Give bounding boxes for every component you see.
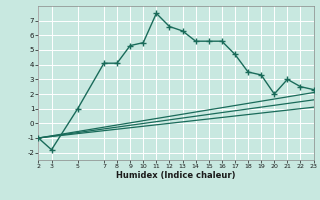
X-axis label: Humidex (Indice chaleur): Humidex (Indice chaleur) xyxy=(116,171,236,180)
